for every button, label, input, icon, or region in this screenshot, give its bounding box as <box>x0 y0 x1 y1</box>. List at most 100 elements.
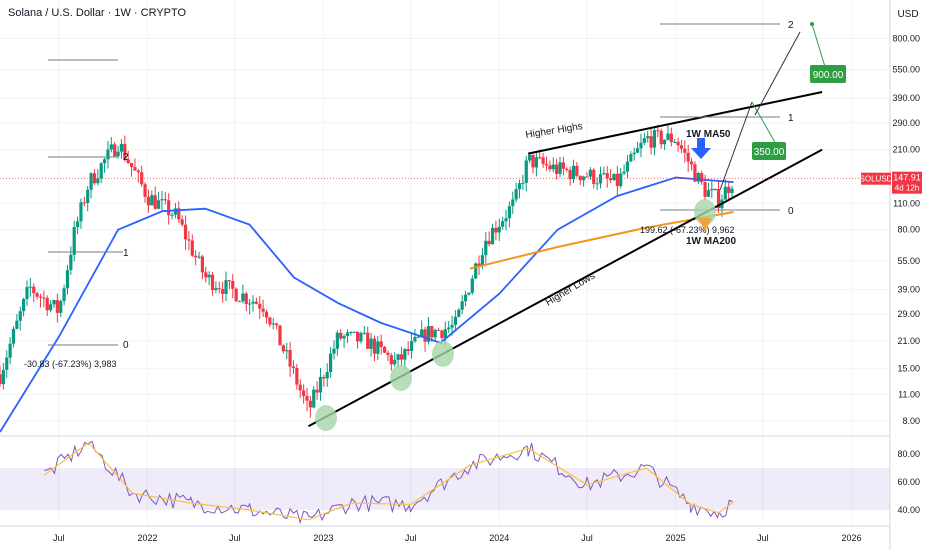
candle <box>342 333 346 348</box>
candle <box>635 141 640 154</box>
candle <box>28 278 32 297</box>
candle <box>278 325 282 346</box>
candle <box>325 363 329 387</box>
candle <box>619 168 623 189</box>
candle-body <box>443 329 447 339</box>
price-tick: 110.00 <box>893 198 920 208</box>
ma200-label: 1W MA200 <box>686 236 736 247</box>
candle <box>116 145 120 159</box>
candle-body <box>79 202 83 222</box>
candle-body <box>109 144 113 150</box>
candle <box>22 297 26 317</box>
candle <box>676 137 680 152</box>
candle-body <box>565 168 569 170</box>
fib-label-0-right: 0 <box>788 206 794 217</box>
candle-body <box>62 288 66 302</box>
candle <box>217 281 221 294</box>
candle <box>298 379 302 398</box>
candle-body <box>126 159 130 163</box>
candle-body <box>133 167 137 171</box>
candle-body <box>8 343 12 358</box>
candle <box>254 297 258 305</box>
candle-body <box>72 227 76 255</box>
candle <box>150 190 154 206</box>
candle <box>99 161 103 184</box>
candle <box>92 169 97 185</box>
candle-body <box>140 172 144 185</box>
down-arrow-icon <box>691 138 711 159</box>
candle-body <box>517 183 522 190</box>
candle <box>568 166 572 186</box>
candle <box>160 191 164 211</box>
candle <box>275 322 279 330</box>
candle <box>295 364 299 390</box>
candle-body <box>379 341 383 347</box>
candle-body <box>575 165 579 176</box>
time-tick: Jul <box>581 533 593 543</box>
candle <box>49 300 53 313</box>
candle-body <box>251 301 255 304</box>
candle <box>494 220 498 241</box>
candle-body <box>96 178 100 184</box>
candle <box>15 314 19 330</box>
candle <box>571 159 576 184</box>
candle-body <box>609 178 613 181</box>
candle-body <box>49 304 53 311</box>
candle <box>470 275 474 295</box>
candle-body <box>433 329 437 338</box>
candle-body <box>602 173 606 175</box>
candle <box>646 130 650 143</box>
candle <box>652 127 657 156</box>
candle <box>659 128 663 149</box>
candle <box>474 262 478 280</box>
candle <box>180 215 184 227</box>
candle <box>436 327 441 332</box>
candle-body <box>497 226 501 233</box>
candle-body <box>507 206 511 219</box>
candle-body <box>102 159 107 164</box>
candle <box>366 326 370 349</box>
candle <box>447 320 451 334</box>
candle <box>288 342 292 377</box>
candle <box>625 155 630 178</box>
candle-body <box>268 317 272 325</box>
candle-body <box>258 303 262 309</box>
projection-point <box>810 22 814 26</box>
time-tick: 2024 <box>489 533 509 543</box>
candle <box>221 281 225 303</box>
candle-body <box>683 148 687 153</box>
candle <box>413 328 417 344</box>
fib-levels <box>48 23 780 346</box>
candle-body <box>92 173 97 184</box>
candle-body <box>156 200 161 209</box>
candle-body <box>315 389 319 393</box>
candle-body <box>302 390 306 396</box>
candle-body <box>59 301 63 313</box>
candle-body <box>393 359 397 365</box>
candle-body <box>28 286 32 288</box>
candle-body <box>544 163 549 166</box>
candle <box>700 170 704 185</box>
candle <box>649 127 653 155</box>
candle-body <box>511 199 515 207</box>
candle <box>622 164 626 176</box>
candle <box>389 352 393 371</box>
candle-body <box>183 224 188 240</box>
candle-body <box>366 332 370 349</box>
candle-body <box>355 331 360 342</box>
candle <box>143 182 147 203</box>
candle <box>156 191 161 210</box>
candle-body <box>22 298 26 312</box>
symbol-tag <box>861 172 891 185</box>
candle-body <box>86 189 90 203</box>
candle <box>575 161 579 178</box>
candle <box>52 299 56 309</box>
candle-body <box>521 182 525 184</box>
candle-body <box>389 355 393 365</box>
candle <box>467 292 471 296</box>
candle-body <box>649 136 653 148</box>
candle-body <box>99 163 103 179</box>
price-tick: 21.00 <box>897 336 920 346</box>
candle-body <box>129 162 134 168</box>
